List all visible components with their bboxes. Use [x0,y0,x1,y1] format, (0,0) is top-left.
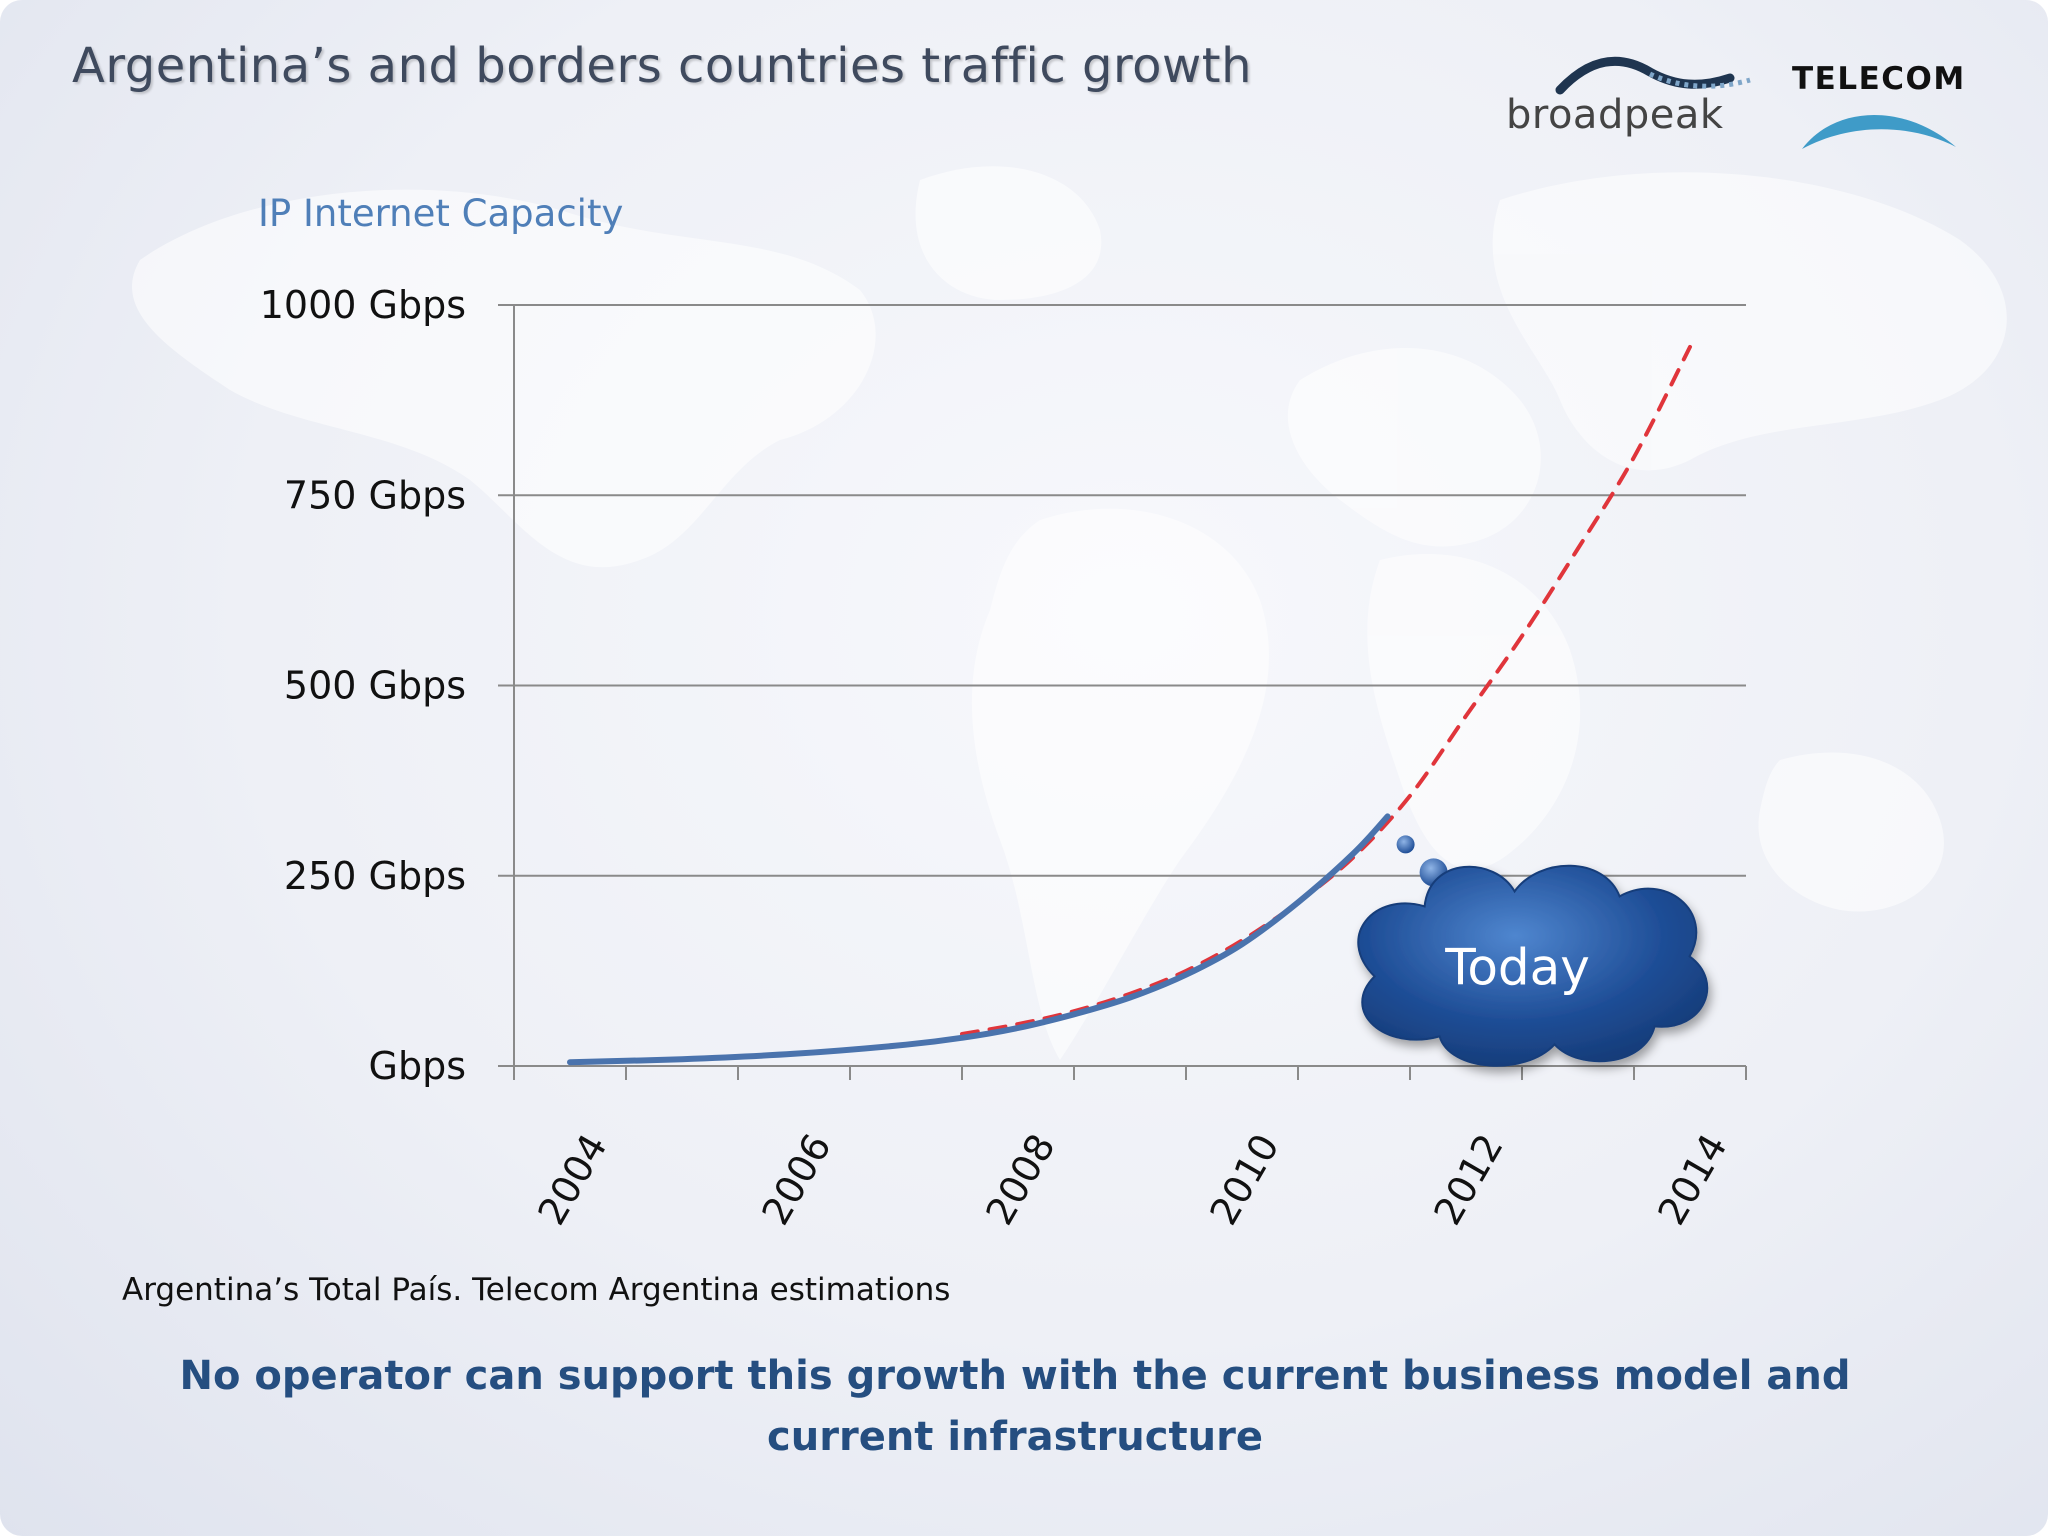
today-label: Today [1444,938,1590,996]
source-note: Argentina’s Total País. Telecom Argentin… [122,1272,951,1308]
x-tick-label: 2006 [753,1127,839,1233]
chart-title: IP Internet Capacity [258,192,624,235]
x-tick-label: 2014 [1649,1127,1735,1233]
broadpeak-wordmark: broadpeak [1506,92,1724,138]
conclusion-text: No operator can support this growth with… [179,1353,1851,1460]
broadpeak-logo: broadpeak [1500,48,1770,144]
x-tick-label: 2008 [977,1127,1063,1233]
broadpeak-swoosh-icon [1555,56,1751,95]
today-cloud [1357,864,1709,1067]
thought-bubble-small [1396,835,1415,854]
telecom-arc-icon [1802,114,1956,149]
slide-title: Argentina’s and borders countries traffi… [72,38,1253,94]
telecom-logo: TELECOM [1780,55,1980,155]
actual-series-line [567,813,1391,1066]
y-tick-label: 500 Gbps [284,664,466,708]
y-tick-label: Gbps [369,1044,467,1088]
y-tick-label: 1000 Gbps [260,283,466,327]
x-tick-label: 2012 [1425,1127,1511,1233]
y-tick-label: 250 Gbps [284,854,466,898]
y-tick-label: 750 Gbps [284,473,466,517]
telecom-wordmark: TELECOM [1792,61,1966,97]
x-tick-label: 2004 [529,1127,615,1233]
forecast-series-line [960,344,1692,1036]
x-tick-label: 2010 [1201,1127,1287,1233]
